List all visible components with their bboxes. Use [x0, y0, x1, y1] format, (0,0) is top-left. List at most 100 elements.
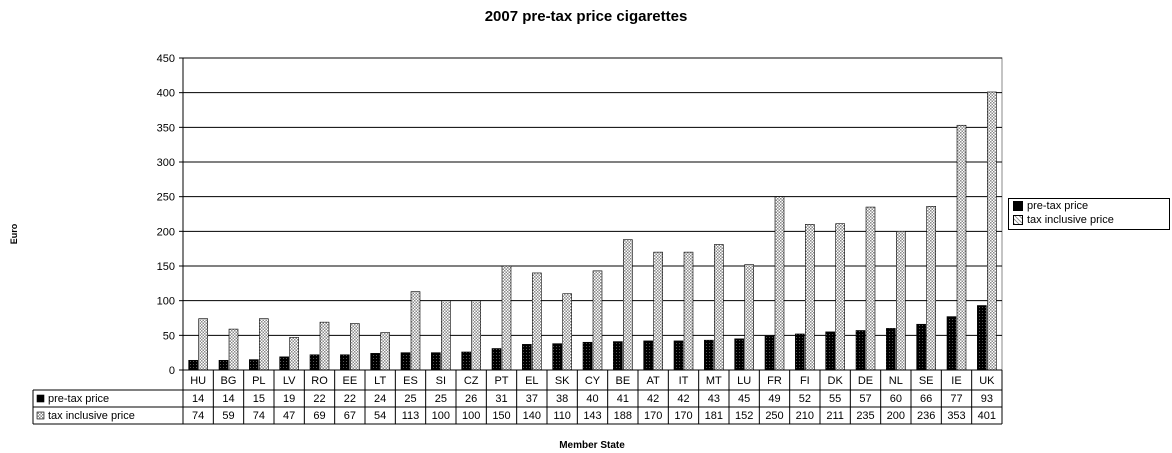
y-tick-label: 150: [157, 261, 175, 273]
plot-area: 0 50 100 150 200 250 300 350 400 450 HU 14 74 BG 14 59 P…: [32, 53, 1003, 425]
data-label-pre-tax: 26: [465, 393, 477, 405]
bar-pre-tax: [704, 339, 714, 371]
x-tick-label: EL: [525, 375, 538, 387]
legend-swatch-tax-inclusive: [1013, 215, 1023, 225]
x-tick-label: CZ: [464, 375, 479, 387]
bar-pre-tax: [522, 344, 532, 371]
bar-pre-tax: [218, 359, 229, 371]
y-tick-label: 450: [157, 53, 175, 65]
bar-pre-tax: [673, 340, 684, 371]
data-label-pre-tax: 22: [313, 393, 325, 405]
x-tick-label: PT: [494, 375, 508, 387]
data-label-tax-inclusive: 150: [492, 410, 510, 422]
bar-tax-inclusive: [380, 332, 390, 371]
data-label-pre-tax: 42: [677, 393, 689, 405]
legend-label-tax-inclusive: tax inclusive price: [1027, 214, 1114, 226]
legend-label-pre-tax: pre-tax price: [1027, 200, 1089, 212]
x-tick-label: UK: [979, 375, 995, 387]
chart-title: 2007 pre-tax price cigarettes: [484, 8, 688, 25]
bar-tax-inclusive: [228, 328, 239, 371]
data-label-pre-tax: 25: [435, 393, 447, 405]
bar-pre-tax: [309, 354, 320, 371]
bar-pre-tax: [370, 353, 380, 371]
bar-tax-inclusive: [744, 264, 754, 371]
bar-pre-tax: [855, 330, 866, 371]
table-row-header-pre-tax: pre-tax price: [48, 393, 109, 405]
y-tick-label: 100: [157, 296, 175, 308]
data-label-pre-tax: 77: [950, 393, 962, 405]
x-tick-label: NL: [889, 375, 903, 387]
data-label-tax-inclusive: 69: [313, 410, 325, 422]
bar-pre-tax: [764, 335, 775, 371]
data-label-pre-tax: 52: [799, 393, 811, 405]
legend-swatch-pre-tax: [1013, 201, 1023, 211]
data-label-tax-inclusive: 210: [796, 410, 814, 422]
y-tick-label: 300: [157, 157, 175, 169]
x-tick-label: PL: [252, 375, 265, 387]
bar-pre-tax: [461, 351, 471, 371]
data-label-tax-inclusive: 67: [344, 410, 356, 422]
data-label-tax-inclusive: 211: [826, 410, 844, 422]
bar-tax-inclusive: [683, 251, 694, 371]
data-label-pre-tax: 19: [283, 393, 295, 405]
bar-pre-tax: [552, 343, 562, 371]
data-label-tax-inclusive: 170: [644, 410, 662, 422]
data-label-pre-tax: 49: [768, 393, 780, 405]
bar-tax-inclusive: [441, 300, 451, 371]
data-label-pre-tax: 14: [192, 393, 204, 405]
x-tick-label: SI: [436, 375, 446, 387]
x-tick-label: ES: [403, 375, 418, 387]
data-label-pre-tax: 25: [404, 393, 416, 405]
x-axis-title: Member State: [559, 440, 625, 451]
bar-pre-tax: [249, 359, 259, 371]
data-label-tax-inclusive: 152: [735, 410, 753, 422]
data-label-pre-tax: 93: [981, 393, 993, 405]
data-label-pre-tax: 55: [829, 393, 841, 405]
x-tick-label: DK: [828, 375, 844, 387]
bar-pre-tax: [886, 328, 896, 371]
y-tick-label: 50: [163, 330, 175, 342]
bar-tax-inclusive: [956, 124, 967, 371]
data-label-pre-tax: 24: [374, 393, 386, 405]
data-label-pre-tax: 40: [586, 393, 598, 405]
x-tick-label: FI: [800, 375, 810, 387]
bar-tax-inclusive: [562, 293, 572, 371]
data-label-tax-inclusive: 181: [705, 410, 723, 422]
bar-tax-inclusive: [623, 239, 633, 371]
bar-tax-inclusive: [592, 270, 603, 371]
x-tick-label: LT: [374, 375, 386, 387]
y-tick-label: 350: [157, 122, 175, 134]
legend-item-pre-tax: pre-tax price: [1009, 199, 1169, 213]
x-tick-label: HU: [190, 375, 206, 387]
data-label-tax-inclusive: 100: [462, 410, 480, 422]
data-label-pre-tax: 14: [222, 393, 234, 405]
bar-pre-tax: [643, 340, 653, 371]
bar-pre-tax: [825, 331, 835, 371]
bar-tax-inclusive: [289, 337, 299, 371]
legend: pre-tax price tax inclusive price: [1008, 198, 1170, 230]
data-label-tax-inclusive: 59: [222, 410, 234, 422]
y-tick-label: 200: [157, 226, 175, 238]
bar-tax-inclusive: [865, 206, 876, 371]
data-label-tax-inclusive: 188: [614, 410, 632, 422]
bar-tax-inclusive: [410, 291, 421, 371]
data-label-tax-inclusive: 113: [402, 410, 420, 422]
data-label-pre-tax: 31: [495, 393, 507, 405]
bar-pre-tax: [946, 316, 957, 371]
bar-pre-tax: [916, 323, 926, 371]
data-label-tax-inclusive: 235: [856, 410, 874, 422]
x-tick-label: IT: [679, 375, 689, 387]
legend-item-tax-inclusive: tax inclusive price: [1009, 213, 1169, 227]
bar-pre-tax: [400, 352, 411, 371]
bar-tax-inclusive: [896, 231, 906, 371]
y-tick-label: 400: [157, 88, 175, 100]
y-tick-label: 0: [169, 365, 175, 377]
data-label-pre-tax: 66: [920, 393, 932, 405]
bar-pre-tax: [795, 333, 805, 371]
x-tick-label: IE: [951, 375, 961, 387]
x-tick-label: MT: [706, 375, 722, 387]
data-label-tax-inclusive: 143: [583, 410, 601, 422]
table-row-header-tax-inclusive: tax inclusive price: [48, 410, 135, 422]
data-label-tax-inclusive: 250: [765, 410, 783, 422]
